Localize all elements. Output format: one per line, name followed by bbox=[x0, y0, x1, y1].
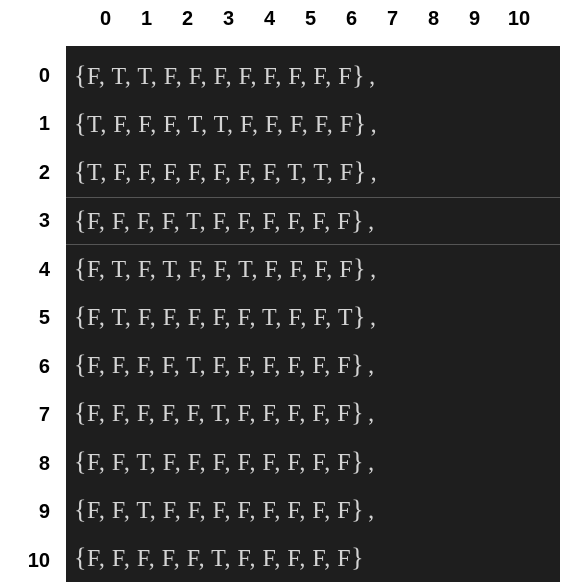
close-brace: } bbox=[353, 254, 366, 283]
trailing-comma: , bbox=[369, 64, 376, 90]
open-brace: { bbox=[74, 254, 87, 283]
table-row: {F, T, F, T, F, F, T, F, F, F, F}, bbox=[66, 245, 560, 293]
col-header: 0 bbox=[85, 8, 126, 31]
table-row: {F, F, F, F, T, F, F, F, F, F, F}, bbox=[66, 341, 560, 389]
row-cells: F, T, F, F, F, F, F, T, F, F, T bbox=[87, 305, 353, 331]
row-content: {F, T, F, F, F, F, F, T, F, F, T}, bbox=[74, 302, 377, 332]
row-content: {F, F, F, F, T, F, F, F, F, F, F}, bbox=[74, 206, 375, 236]
row-header: 8 bbox=[0, 440, 62, 489]
row-cells: T, F, F, F, F, F, F, F, T, T, F bbox=[87, 160, 354, 186]
row-headers: 0 1 2 3 4 5 6 7 8 9 10 bbox=[0, 52, 62, 586]
col-header: 3 bbox=[208, 8, 249, 31]
table-row: {F, F, F, F, F, T, F, F, F, F, F}, bbox=[66, 389, 560, 437]
col-header: 7 bbox=[372, 8, 413, 31]
trailing-comma: , bbox=[368, 401, 375, 427]
row-header: 6 bbox=[0, 343, 62, 392]
open-brace: { bbox=[74, 447, 87, 476]
table-row: {T, F, F, F, F, F, F, F, T, T, F}, bbox=[66, 148, 560, 196]
row-cells: F, T, F, T, F, F, T, F, F, F, F bbox=[87, 257, 353, 283]
row-content: {T, F, F, F, T, T, F, F, F, F, F}, bbox=[74, 109, 377, 139]
close-brace: } bbox=[353, 302, 366, 331]
close-brace: } bbox=[351, 206, 364, 235]
open-brace: { bbox=[74, 157, 87, 186]
col-header: 2 bbox=[167, 8, 208, 31]
table-row: {F, F, T, F, F, F, F, F, F, F, F}, bbox=[66, 486, 560, 534]
close-brace: } bbox=[354, 109, 367, 138]
column-headers: 0 1 2 3 4 5 6 7 8 9 10 bbox=[85, 8, 543, 31]
open-brace: { bbox=[74, 61, 87, 90]
open-brace: { bbox=[74, 350, 87, 379]
close-brace: } bbox=[351, 495, 364, 524]
row-content: {F, F, T, F, F, F, F, F, F, F, F}, bbox=[74, 495, 375, 525]
close-brace: } bbox=[351, 398, 364, 427]
row-header: 4 bbox=[0, 246, 62, 295]
trailing-comma: , bbox=[370, 305, 377, 331]
row-content: {F, F, T, F, F, F, F, F, F, F, F}, bbox=[74, 447, 375, 477]
col-header: 6 bbox=[331, 8, 372, 31]
table-row: {T, F, F, F, T, T, F, F, F, F, F}, bbox=[66, 100, 560, 148]
close-brace: } bbox=[351, 543, 364, 572]
col-header: 5 bbox=[290, 8, 331, 31]
row-header: 9 bbox=[0, 489, 62, 538]
row-cells: F, F, F, F, T, F, F, F, F, F, F bbox=[87, 209, 351, 235]
col-header: 10 bbox=[495, 8, 543, 31]
row-content: {F, F, F, F, F, T, F, F, F, F, F}, bbox=[74, 398, 375, 428]
open-brace: { bbox=[74, 302, 87, 331]
open-brace: { bbox=[74, 398, 87, 427]
row-header: 2 bbox=[0, 149, 62, 198]
col-header: 1 bbox=[126, 8, 167, 31]
row-header: 5 bbox=[0, 295, 62, 344]
table-row: {F, F, F, F, T, F, F, F, F, F, F}, bbox=[66, 197, 560, 245]
row-cells: F, T, T, F, F, F, F, F, F, F, F bbox=[87, 64, 352, 90]
row-content: {F, F, F, F, T, F, F, F, F, F, F}, bbox=[74, 350, 375, 380]
trailing-comma: , bbox=[370, 257, 377, 283]
row-header: 7 bbox=[0, 392, 62, 441]
row-header: 3 bbox=[0, 198, 62, 247]
row-content: {F, T, F, T, F, F, T, F, F, F, F}, bbox=[74, 254, 377, 284]
row-content: {T, F, F, F, F, F, F, F, T, T, F}, bbox=[74, 157, 377, 187]
trailing-comma: , bbox=[368, 353, 375, 379]
close-brace: } bbox=[351, 350, 364, 379]
trailing-comma: , bbox=[368, 450, 375, 476]
table-row: {F, T, T, F, F, F, F, F, F, F, F}, bbox=[66, 52, 560, 100]
col-header: 4 bbox=[249, 8, 290, 31]
row-cells: F, F, T, F, F, F, F, F, F, F, F bbox=[87, 498, 351, 524]
row-cells: T, F, F, F, T, T, F, F, F, F, F bbox=[87, 112, 354, 138]
open-brace: { bbox=[74, 543, 87, 572]
trailing-comma: , bbox=[371, 112, 378, 138]
row-cells: F, F, F, F, F, T, F, F, F, F, F bbox=[87, 401, 351, 427]
row-header: 10 bbox=[0, 537, 62, 586]
row-cells: F, F, F, F, F, T, F, F, F, F, F bbox=[87, 546, 351, 572]
close-brace: } bbox=[352, 61, 365, 90]
row-cells: F, F, F, F, T, F, F, F, F, F, F bbox=[87, 353, 351, 379]
close-brace: } bbox=[351, 447, 364, 476]
col-header: 9 bbox=[454, 8, 495, 31]
table-row: {F, F, F, F, F, T, F, F, F, F, F} bbox=[66, 534, 560, 582]
row-content: {F, F, F, F, F, T, F, F, F, F, F} bbox=[74, 543, 364, 573]
row-cells: F, F, T, F, F, F, F, F, F, F, F bbox=[87, 450, 351, 476]
row-content: {F, T, T, F, F, F, F, F, F, F, F}, bbox=[74, 61, 376, 91]
close-brace: } bbox=[354, 157, 367, 186]
open-brace: { bbox=[74, 206, 87, 235]
trailing-comma: , bbox=[368, 209, 375, 235]
open-brace: { bbox=[74, 495, 87, 524]
col-header: 8 bbox=[413, 8, 454, 31]
table-row: {F, F, T, F, F, F, F, F, F, F, F}, bbox=[66, 438, 560, 486]
row-header: 1 bbox=[0, 101, 62, 150]
matrix-container: 0 1 2 3 4 5 6 7 8 9 10 0 1 2 3 4 5 6 7 8… bbox=[0, 0, 565, 588]
trailing-comma: , bbox=[371, 160, 378, 186]
trailing-comma: , bbox=[368, 498, 375, 524]
open-brace: { bbox=[74, 109, 87, 138]
matrix-body: {F, T, T, F, F, F, F, F, F, F, F},{T, F,… bbox=[66, 46, 560, 582]
row-header: 0 bbox=[0, 52, 62, 101]
table-row: {F, T, F, F, F, F, F, T, F, F, T}, bbox=[66, 293, 560, 341]
